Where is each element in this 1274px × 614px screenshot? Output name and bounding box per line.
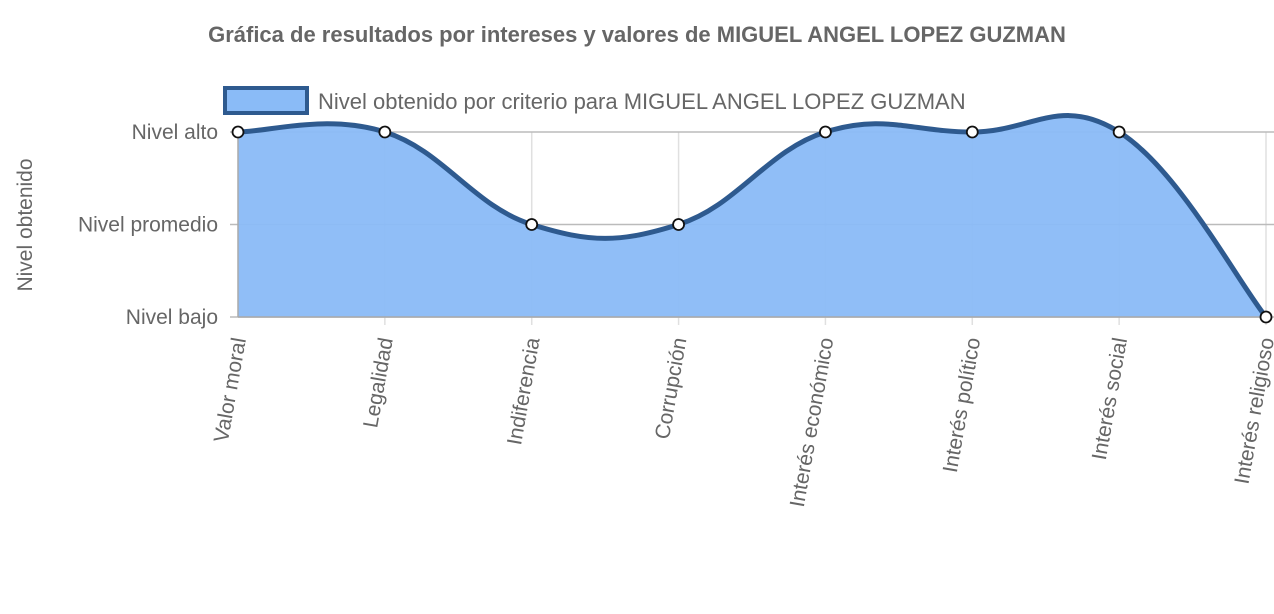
x-tick-label: Interés económico (786, 336, 838, 509)
legend[interactable]: Nivel obtenido por criterio para MIGUEL … (223, 86, 966, 115)
data-point[interactable] (231, 125, 245, 139)
data-point[interactable] (525, 218, 539, 231)
data-point[interactable] (672, 218, 685, 231)
legend-swatch[interactable] (223, 86, 309, 115)
x-tick-label: Interés social (1088, 336, 1132, 462)
chart-title: Gráfica de resultados por intereses y va… (208, 22, 1066, 47)
x-tick-label: Interés religioso (1231, 336, 1274, 486)
data-point[interactable] (378, 125, 392, 139)
x-tick-label: Interés político (939, 336, 985, 474)
data-point[interactable] (965, 125, 979, 139)
x-tick-label: Valor moral (210, 336, 251, 444)
x-axis: Valor moral Legalidad Indiferencia Corrupci… (210, 316, 1274, 509)
x-tick-label: Corrupción (651, 336, 691, 441)
data-point[interactable] (1112, 125, 1126, 139)
data-point[interactable] (1259, 310, 1273, 324)
data-points[interactable] (231, 125, 1273, 324)
x-tick-label: Legalidad (359, 336, 397, 430)
data-point[interactable] (819, 125, 832, 139)
y-tick-label: Nivel promedio (78, 214, 218, 237)
x-tick-label: Indiferencia (503, 336, 545, 447)
y-axis: Nivel bajo Nivel promedio Nivel alto (78, 121, 239, 329)
y-tick-label: Nivel bajo (126, 306, 218, 329)
y-tick-label: Nivel alto (132, 121, 218, 144)
y-axis-title: Nivel obtenido (14, 158, 37, 291)
legend-label[interactable]: Nivel obtenido por criterio para MIGUEL … (318, 89, 966, 114)
series-area-fill (238, 115, 1266, 317)
